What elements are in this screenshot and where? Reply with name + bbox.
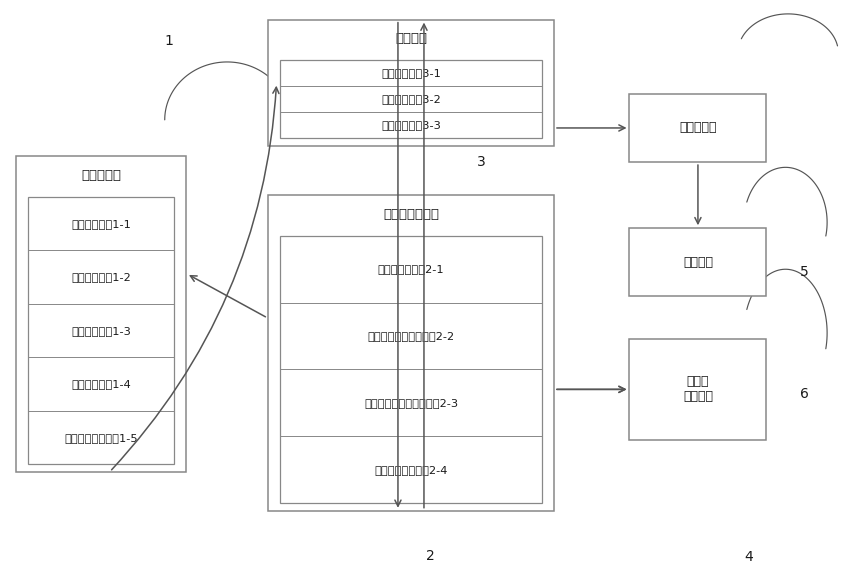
Text: 无人机
偵察载荷: 无人机 偵察载荷	[683, 375, 713, 404]
Text: 态势显示模兗1-1: 态势显示模兗1-1	[71, 219, 131, 229]
Text: 辐射源模拟模块2-1: 辐射源模拟模块2-1	[378, 264, 444, 274]
Bar	[629, 228, 766, 296]
Bar	[28, 197, 174, 464]
Bar	[629, 339, 766, 440]
Bar	[280, 236, 542, 503]
Text: 单轴运动系灱3-1: 单轴运动系灱3-1	[381, 68, 441, 78]
Text: 5: 5	[800, 265, 809, 279]
Text: 辐射天线: 辐射天线	[683, 256, 713, 269]
Text: 1: 1	[165, 34, 173, 47]
Text: 6: 6	[800, 387, 809, 401]
Text: 回放分析模兗1-4: 回放分析模兗1-4	[71, 379, 131, 389]
Bar	[16, 156, 186, 472]
Bar	[268, 195, 554, 511]
Text: 攻击态势缩比模型2-4: 攻击态势缩比模型2-4	[375, 465, 447, 475]
Text: 仳真台架: 仳真台架	[395, 32, 427, 45]
Bar	[268, 20, 554, 146]
Bar	[629, 94, 766, 162]
Text: 2: 2	[426, 549, 434, 563]
Bar	[280, 60, 542, 138]
Text: 4: 4	[744, 550, 753, 564]
Text: 数据存储模兗1-3: 数据存储模兗1-3	[71, 325, 131, 336]
Text: 主控计算机: 主控计算机	[81, 169, 121, 182]
Text: 五轴运动系灱3-2: 五轴运动系灱3-2	[381, 94, 440, 104]
Text: 无人机飞行控制模拟模块2-3: 无人机飞行控制模拟模块2-3	[364, 398, 458, 408]
Text: 矢量信号源: 矢量信号源	[679, 122, 717, 134]
Text: 模拟仳真计算机: 模拟仳真计算机	[383, 208, 439, 221]
Text: 3: 3	[477, 155, 486, 169]
Text: 六轴联动控制模兗1-5: 六轴联动控制模兗1-5	[64, 433, 138, 442]
Text: 限位保护模块3-3: 限位保护模块3-3	[381, 120, 441, 130]
Text: 参数设置模兗1-2: 参数设置模兗1-2	[71, 272, 131, 282]
Text: 偵察载荷参数设置模块2-2: 偵察载荷参数设置模块2-2	[368, 331, 454, 341]
